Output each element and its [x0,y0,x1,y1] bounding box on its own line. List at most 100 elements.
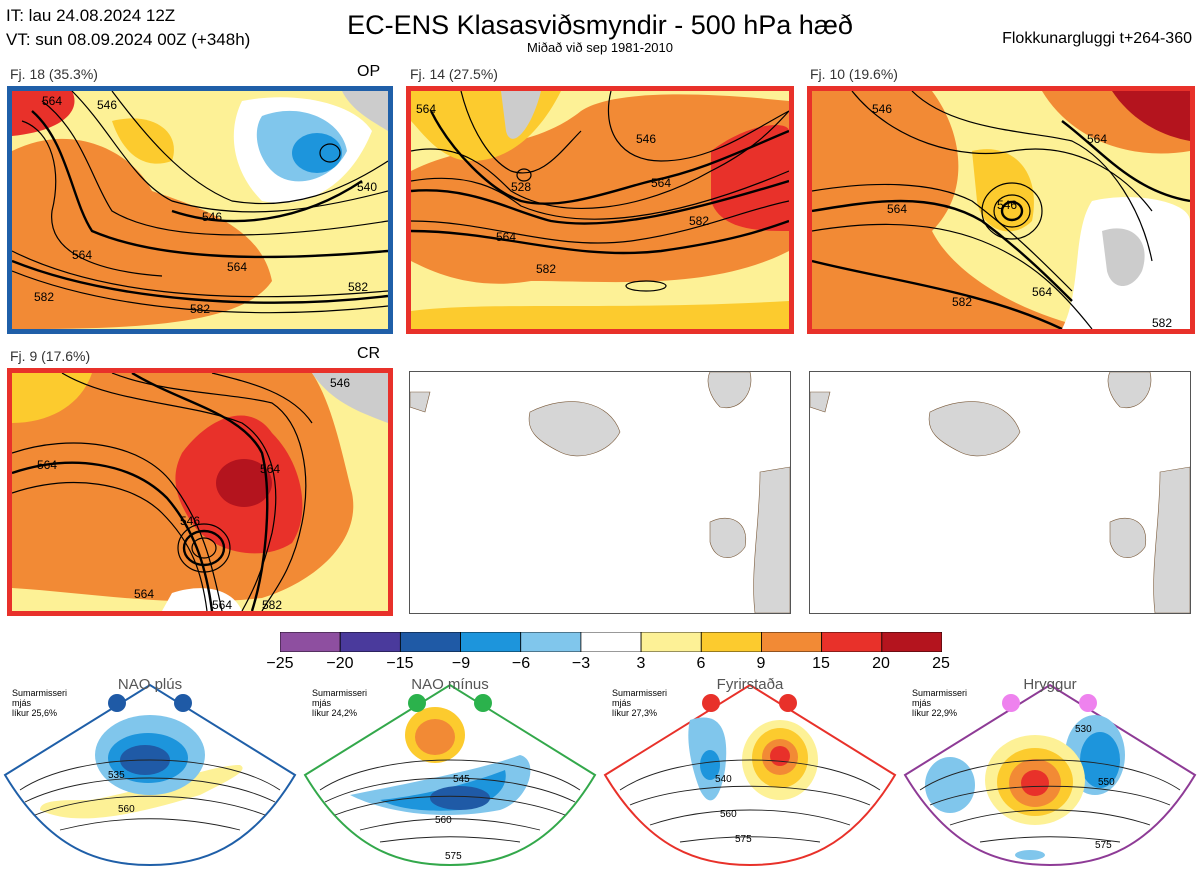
contour-label: 575 [445,851,462,862]
colorbar-tick: −9 [451,655,471,672]
contour-label: 535 [108,770,125,781]
page-subtitle: Miðað við sep 1981-2010 [527,40,673,55]
contour-label: 582 [1152,316,1172,329]
colorbar-tick: −3 [571,655,591,672]
contour-label: 582 [348,280,368,294]
panel-1-tag: OP [357,63,381,80]
regime-dot [1002,694,1020,712]
contour-label: 564 [42,94,62,108]
regime-dot [1079,694,1097,712]
contour-label: 564 [134,587,154,601]
regime-title: Fyrirstaða [716,676,784,693]
regime-title: NAO plús [117,676,183,693]
colorbar-cell [339,631,401,653]
contour-label: 564 [37,458,57,472]
colorbar-tick: 6 [696,655,706,672]
contour-label: 564 [416,102,436,116]
contour-label: 564 [212,598,232,611]
panel-4-label: Fj. 9 (17.6%) [10,348,91,364]
contour-label: 530 [1075,724,1092,735]
colorbar-cell [520,631,582,653]
regime-nao-minus[interactable]: 545 560 575 NAO mínus Sumarmisseri mjás … [300,670,600,870]
regime-dot [702,694,720,712]
colorbar-tick: 20 [872,655,890,672]
colorbar-cell [821,631,883,653]
contour-label: 564 [260,462,280,476]
cluster-map-3[interactable]: 546 564 546 564 564 582 582 [807,86,1195,334]
empty-map-6 [809,371,1191,614]
regime-note: Sumarmisseri mjás líkur 25,6% [12,688,68,718]
colorbar-tick: 3 [636,655,646,672]
contour-label: 564 [887,202,907,216]
contour-label: 528 [511,180,531,194]
contour-label: 564 [1032,285,1052,299]
contour-label: 582 [34,290,54,304]
contour-label: 546 [180,514,200,528]
cluster-map-1[interactable]: 564 546 564 564 546 582 582 582 540 [7,86,393,334]
init-time: IT: lau 24.08.2024 12Z [6,6,176,25]
contour-label: 546 [202,210,222,224]
colorbar-tick: −25 [266,655,294,672]
contour-label: 546 [636,132,656,146]
regime-blocking[interactable]: 540 560 575 Fyrirstaða Sumarmisseri mjás… [600,670,900,870]
regime-title: NAO mínus [411,676,489,693]
valid-time: VT: sun 08.09.2024 00Z (+348h) [6,30,251,49]
colorbar-cell [580,631,642,653]
regime-ridge[interactable]: 530 550 575 Hryggur Sumarmisseri mjás lí… [900,670,1200,870]
contour-label: 540 [357,180,377,194]
regime-note: Sumarmisseri mjás líkur 27,3% [612,688,668,718]
panel-4-tag: CR [357,345,381,362]
regime-note: Sumarmisseri mjás líkur 24,2% [312,688,368,718]
contour-label: 564 [227,260,247,274]
cluster-map-4[interactable]: 546 564 564 546 564 564 582 [7,368,393,616]
contour-label: 560 [435,815,452,826]
contour-label: 546 [97,98,117,112]
contour-label: 564 [72,248,92,262]
contour-label: 582 [689,214,709,228]
colorbar-cell [399,631,461,653]
contour-label: 582 [262,598,282,611]
colorbar-cell [640,631,702,653]
regime-nao-plus[interactable]: 535 560 NAO plús Sumarmisseri mjás líkur… [0,670,300,870]
regime-dot [408,694,426,712]
contour-label: 582 [536,262,556,276]
colorbar-tick: 25 [932,655,950,672]
header-dates: IT: lau 24.08.2024 12Z VT: sun 08.09.202… [6,4,250,52]
regime-dot [474,694,492,712]
classification-window: Flokkunargluggi t+264-360 [1002,30,1192,47]
page-title: EC-ENS Klasasviðsmyndir - 500 hPa hæð [347,10,853,40]
regime-title: Hryggur [1023,676,1077,693]
contour-label: 582 [190,302,210,316]
colorbar-cell [460,631,522,653]
colorbar-tick: 15 [812,655,830,672]
regime-dot [779,694,797,712]
contour-label: 545 [453,774,470,785]
panel-2-label: Fj. 14 (27.5%) [410,66,498,82]
contour-label: 560 [118,804,135,815]
contour-label: 546 [997,198,1017,212]
regime-dot [108,694,126,712]
colorbar-cell [279,631,341,653]
contour-label: 564 [651,176,671,190]
cluster-map-2[interactable]: 564 546 528 564 564 582 582 [406,86,794,334]
contour-label: 546 [872,102,892,116]
contour-label: 575 [1095,840,1112,851]
contour-label: 582 [952,295,972,309]
contour-label: 546 [330,376,350,390]
empty-map-5 [409,371,791,614]
colorbar-cell [761,631,823,653]
panel-1-label: Fj. 18 (35.3%) [10,66,98,82]
colorbar-tick: 9 [756,655,766,672]
contour-label: 560 [720,809,737,820]
colorbar-tick: −15 [386,655,414,672]
contour-label: 540 [715,774,732,785]
colorbar-svg [279,631,943,653]
colorbar [279,631,943,653]
colorbar-tick: −6 [511,655,531,672]
colorbar-cell [700,631,762,653]
contour-label: 564 [1087,132,1107,146]
colorbar-cell [881,631,943,653]
contour-label: 550 [1098,777,1115,788]
contour-label: 564 [496,230,516,244]
regime-note: Sumarmisseri mjás líkur 22,9% [912,688,968,718]
